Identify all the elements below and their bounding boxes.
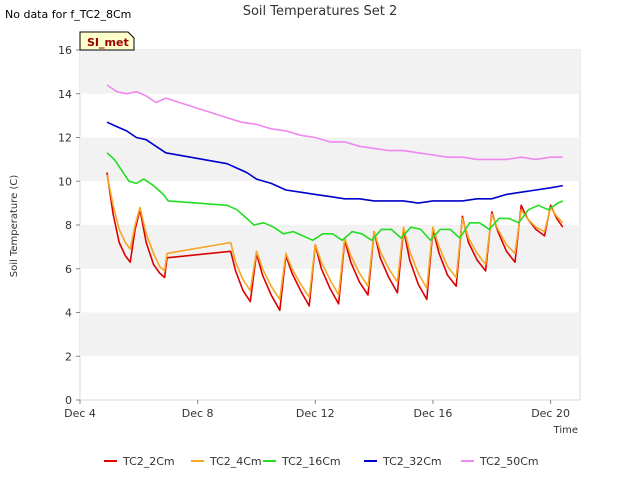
y-axis-label: Soil Temperature (C): [9, 175, 20, 278]
legend-label: TC2_2Cm: [122, 455, 175, 468]
x-axis-ticks: Dec 4 Dec 8 Dec 12 Dec 16 Dec 20: [64, 400, 570, 420]
legend: TC2_2Cm TC2_4Cm TC2_16Cm TC2_32Cm TC2_50Cm: [104, 455, 539, 468]
x-tick-label: Dec 12: [296, 407, 335, 420]
y-tick-label: 2: [65, 350, 72, 363]
y-tick-label: 10: [58, 175, 72, 188]
legend-label: TC2_32Cm: [382, 455, 442, 468]
y-tick-label: 8: [65, 219, 72, 232]
grid-band: [80, 50, 580, 94]
no-data-notice: No data for f_TC2_8Cm: [5, 8, 131, 21]
series-line-TC2_16Cm: [106, 152, 564, 242]
series-line-TC2_4Cm: [106, 174, 564, 301]
y-tick-label: 0: [65, 394, 72, 407]
chart-title: Soil Temperatures Set 2: [243, 4, 398, 19]
legend-label: TC2_50Cm: [479, 455, 539, 468]
series-lines: [106, 84, 564, 312]
y-tick-label: 14: [58, 88, 72, 101]
grid-band: [80, 312, 580, 357]
y-tick-label: 12: [58, 132, 72, 145]
y-axis-ticks: 0 2 4 6 8 10 12 14 16: [58, 44, 80, 407]
series-line-TC2_32Cm: [106, 121, 563, 204]
y-tick-label: 16: [58, 44, 72, 57]
x-axis-label: Time: [553, 425, 578, 436]
legend-label: TC2_16Cm: [281, 455, 341, 468]
site-badge-label: SI_met: [87, 36, 129, 49]
y-tick-label: 6: [65, 263, 72, 276]
x-tick-label: Dec 4: [64, 407, 96, 420]
legend-label: TC2_4Cm: [209, 455, 262, 468]
x-tick-label: Dec 8: [182, 407, 214, 420]
site-badge: SI_met: [79, 31, 135, 51]
x-tick-label: Dec 20: [531, 407, 570, 420]
x-tick-label: Dec 16: [414, 407, 453, 420]
y-tick-label: 4: [65, 307, 72, 320]
grid-band: [80, 225, 580, 269]
series-line-TC2_50Cm: [106, 84, 563, 161]
